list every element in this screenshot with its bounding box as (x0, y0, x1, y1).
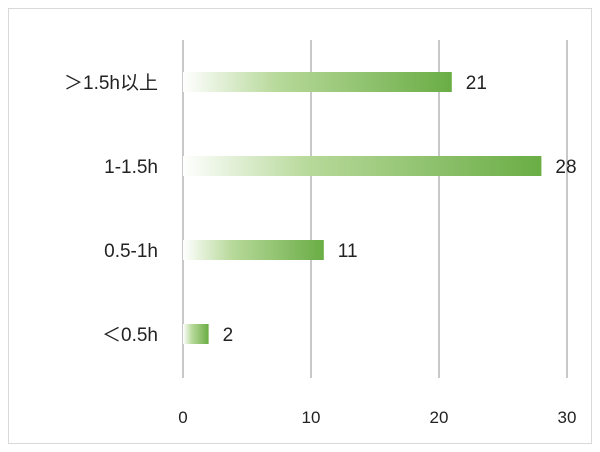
gridlines (182, 40, 568, 378)
data-label: 21 (466, 73, 487, 94)
category-label: 0.5-1h (104, 241, 158, 262)
category-label: ＜0.5h (102, 325, 158, 346)
data-label: 2 (223, 325, 234, 346)
data-label: 11 (338, 241, 358, 262)
x-tick-labels: 0 10 20 30 (178, 408, 576, 427)
x-tick-label: 10 (302, 408, 321, 427)
x-tick-label: 0 (178, 408, 187, 427)
x-tick-label: 20 (430, 408, 449, 427)
category-label: 1-1.5h (104, 157, 158, 178)
category-label: ＞1.5h以上 (64, 72, 158, 94)
data-labels: 21 28 11 2 (223, 73, 577, 346)
bar (183, 324, 209, 344)
x-tick-label: 30 (558, 408, 577, 427)
category-labels: ＞1.5h以上 1-1.5h 0.5-1h ＜0.5h (64, 72, 158, 346)
bar (183, 240, 324, 260)
bar (183, 156, 542, 176)
bar (183, 72, 452, 92)
bars (183, 72, 542, 344)
data-label: 28 (555, 157, 576, 178)
